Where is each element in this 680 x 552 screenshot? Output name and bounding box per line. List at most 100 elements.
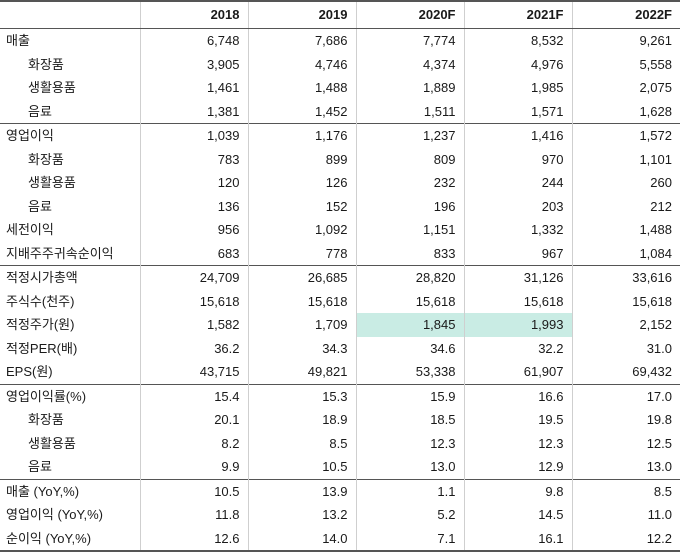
value-cell: 1,176 (247, 123, 356, 148)
value-cell: 152 (247, 194, 356, 218)
value-cell: 1,488 (247, 76, 356, 100)
value-cell: 1.1 (355, 478, 464, 503)
value-cell: 8.5 (247, 431, 356, 455)
value-cell: 260 (571, 171, 680, 195)
row-label: 적정시가총액 (0, 265, 140, 290)
value-cell: 13.0 (571, 455, 680, 479)
value-cell: 1,151 (355, 218, 464, 242)
row-label: 세전이익 (6, 222, 54, 237)
value-cell: 833 (355, 241, 464, 266)
value-cell: 5.2 (355, 503, 464, 527)
value-cell: 26,685 (247, 265, 356, 290)
row-label: 음료 (28, 103, 52, 119)
row-label: 매출 (YoY,%) (0, 478, 140, 503)
value-cell: 16.6 (463, 383, 572, 408)
value-cell: 970 (463, 147, 572, 171)
value-cell: 8.5 (571, 478, 680, 503)
highlighted-value-cell: 1,993 (463, 313, 572, 337)
value-cell: 12.6 (139, 526, 248, 552)
value-cell: 956 (139, 218, 248, 242)
value-cell: 15.9 (355, 383, 464, 408)
row-label: 화장품 (28, 412, 64, 427)
value-cell: 809 (355, 147, 464, 171)
value-cell: 1,889 (355, 76, 464, 100)
value-cell: 15,618 (571, 289, 680, 313)
table-row: 적정시가총액 24,709 26,685 28,820 31,126 33,61… (0, 265, 680, 290)
row-label: 영업이익 (YoY,%) (6, 507, 103, 522)
value-cell: 126 (247, 171, 356, 195)
row-label: 생활용품 (28, 80, 76, 95)
value-cell: 34.3 (247, 336, 356, 360)
value-cell: 15,618 (355, 289, 464, 313)
row-label: 주식수(천주) (6, 293, 75, 309)
value-cell: 12.3 (355, 431, 464, 455)
row-label: EPS(원) (6, 364, 53, 379)
table-row: 적정PER(배) 36.2 34.3 34.6 32.2 31.0 (0, 336, 680, 360)
table-row: 화장품 3,905 4,746 4,374 4,976 5,558 (0, 52, 680, 76)
table-row: 음료 9.9 10.5 13.0 12.9 13.0 (0, 455, 680, 479)
value-cell: 1,571 (463, 99, 572, 124)
value-cell: 7.1 (355, 526, 464, 552)
value-cell: 15,618 (247, 289, 356, 313)
header-year-2021f: 2021F (463, 0, 572, 29)
value-cell: 13.9 (247, 478, 356, 503)
value-cell: 212 (571, 194, 680, 218)
value-cell: 120 (139, 171, 248, 195)
value-cell: 12.2 (571, 526, 680, 552)
value-cell: 967 (463, 241, 572, 266)
header-year-2019: 2019 (247, 0, 356, 29)
value-cell: 1,416 (463, 123, 572, 148)
value-cell: 1,332 (463, 218, 572, 242)
value-cell: 1,039 (139, 123, 248, 148)
value-cell: 13.0 (355, 455, 464, 479)
table-row: 영업이익 (YoY,%) 11.8 13.2 5.2 14.5 11.0 (0, 503, 680, 527)
value-cell: 1,092 (247, 218, 356, 242)
value-cell: 15,618 (139, 289, 248, 313)
table-row: 영업이익 1,039 1,176 1,237 1,416 1,572 (0, 123, 680, 148)
row-label: 매출 (6, 33, 30, 48)
value-cell: 31,126 (463, 265, 572, 290)
value-cell: 19.8 (571, 408, 680, 432)
value-cell: 1,084 (571, 241, 680, 266)
header-year-2022f: 2022F (571, 0, 680, 29)
value-cell: 2,075 (571, 76, 680, 100)
value-cell: 18.5 (355, 408, 464, 432)
value-cell: 11.8 (139, 503, 248, 527)
header-label-cell (0, 0, 140, 29)
row-label: 지배주주귀속순이익 (6, 245, 114, 261)
value-cell: 13.2 (247, 503, 356, 527)
value-cell: 11.0 (571, 503, 680, 527)
row-label: 적정주가(원) (6, 317, 75, 332)
table-row: 매출 (YoY,%) 10.5 13.9 1.1 9.8 8.5 (0, 478, 680, 503)
value-cell: 9.9 (139, 455, 248, 479)
value-cell: 12.5 (571, 431, 680, 455)
header-year-2020f: 2020F (355, 0, 464, 29)
highlighted-value-cell: 1,845 (355, 313, 464, 337)
value-cell: 232 (355, 171, 464, 195)
value-cell: 14.5 (463, 503, 572, 527)
row-label: 음료 (28, 198, 52, 214)
value-cell: 4,374 (355, 52, 464, 76)
value-cell: 1,237 (355, 123, 464, 148)
value-cell: 7,774 (355, 28, 464, 53)
value-cell: 4,976 (463, 52, 572, 76)
value-cell: 1,572 (571, 123, 680, 148)
table-row: 음료 136 152 196 203 212 (0, 194, 680, 218)
table-row: 적정주가(원) 1,582 1,709 1,845 1,993 2,152 (0, 313, 680, 337)
row-label: 화장품 (28, 56, 64, 72)
value-cell: 12.3 (463, 431, 572, 455)
value-cell: 203 (463, 194, 572, 218)
value-cell: 8,532 (463, 28, 572, 53)
value-cell: 1,985 (463, 76, 572, 100)
value-cell: 15.3 (247, 383, 356, 408)
table-row: 영업이익률(%) 15.4 15.3 15.9 16.6 17.0 (0, 383, 680, 408)
value-cell: 15,618 (463, 289, 572, 313)
value-cell: 53,338 (355, 360, 464, 384)
table-row: 주식수(천주) 15,618 15,618 15,618 15,618 15,6… (0, 289, 680, 313)
row-label: 생활용품 (28, 435, 76, 451)
table-row: 생활용품 120 126 232 244 260 (0, 171, 680, 195)
value-cell: 10.5 (247, 455, 356, 479)
row-label: 생활용품 (28, 175, 76, 190)
